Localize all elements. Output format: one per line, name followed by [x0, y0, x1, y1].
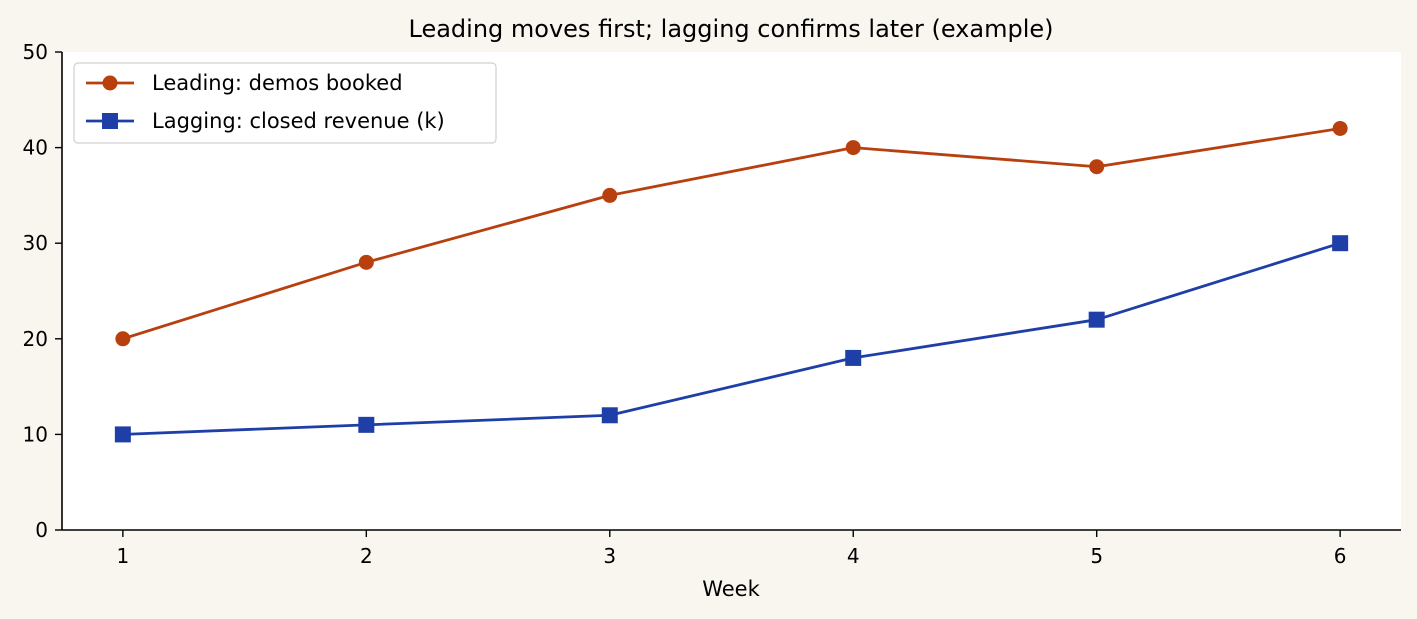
data-point-leading: [845, 140, 861, 156]
data-point-lagging: [114, 426, 131, 443]
legend: Leading: demos booked Lagging: closed rev…: [73, 62, 497, 144]
legend-label-leading: Leading: demos booked: [152, 71, 403, 95]
data-point-leading: [1089, 159, 1105, 175]
x-tick-label: 5: [1090, 544, 1103, 568]
series-line-lagging: [122, 241, 1341, 436]
x-axis-title: Week: [702, 577, 760, 601]
x-tick-label: 3: [603, 544, 616, 568]
y-tick-label: 10: [23, 422, 48, 446]
legend-marker-lagging: [102, 113, 118, 129]
y-tick-label: 40: [23, 136, 48, 160]
data-point-lagging: [601, 407, 618, 424]
legend-box: [73, 62, 497, 144]
data-point-lagging: [1088, 311, 1105, 328]
data-point-lagging: [845, 349, 862, 366]
data-point-leading: [115, 331, 131, 347]
y-tick-label: 50: [23, 40, 48, 64]
legend-label-lagging: Lagging: closed revenue (k): [152, 109, 445, 133]
x-tick-label: 2: [360, 544, 373, 568]
x-tick-label: 1: [116, 544, 129, 568]
y-tick-label: 20: [23, 327, 48, 351]
y-axis-ticks: 0 10 20 30 40 50: [23, 40, 62, 542]
y-tick-label: 0: [35, 518, 48, 542]
series-line-leading: [122, 127, 1341, 341]
data-point-lagging: [1332, 235, 1349, 252]
chart-title: Leading moves first; lagging confirms la…: [409, 15, 1054, 43]
data-point-leading: [358, 254, 374, 270]
x-tick-label: 4: [847, 544, 860, 568]
legend-marker-leading: [102, 75, 118, 91]
data-point-leading: [1332, 120, 1348, 136]
data-point-leading: [602, 187, 618, 203]
x-tick-label: 6: [1334, 544, 1347, 568]
series-layer: [114, 120, 1349, 443]
x-axis-ticks: 1 2 3 4 5 6: [116, 530, 1347, 568]
data-point-lagging: [358, 416, 375, 433]
y-tick-label: 30: [23, 231, 48, 255]
